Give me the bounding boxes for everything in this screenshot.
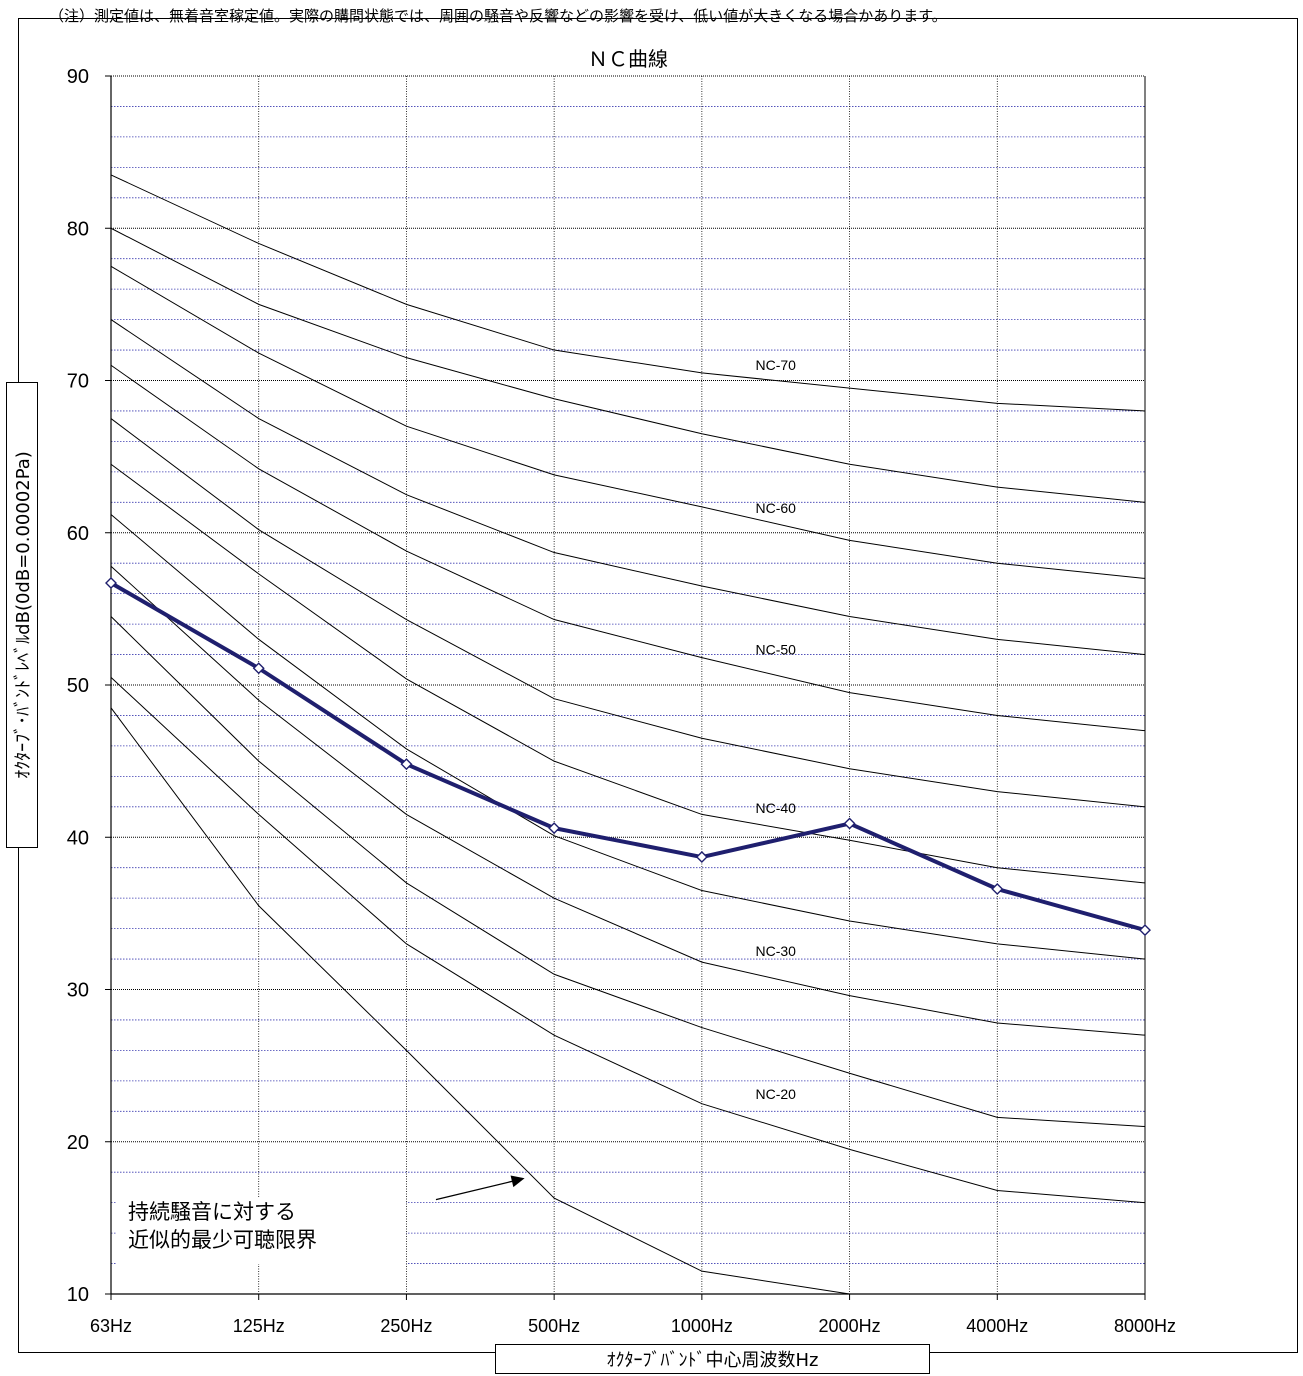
y-tick-label: 40: [67, 827, 89, 849]
curve-label: NC-40: [755, 800, 796, 816]
measured-point-marker: [400, 758, 413, 771]
top-note: （注）測定値は、無着音室稼定値。実際の購問状態では、周囲の騒音や反響などの影響を…: [49, 7, 947, 25]
annotation-arrow-head: [510, 1175, 525, 1188]
y-tick-label: 60: [67, 523, 89, 545]
nc-curve-nc-65: [110, 227, 1146, 503]
y-axis-label-box: ｵｸﾀｰﾌﾞ･ﾊﾞﾝﾄﾞﾚﾍﾞﾙdB(0dB=0.00002Pa): [6, 382, 38, 848]
x-axis-label: ｵｸﾀｰﾌﾞﾊﾞﾝﾄﾞ中心周波数Hz: [606, 1350, 819, 1371]
x-tick-label: 63Hz: [90, 1316, 132, 1336]
y-tick-label: 10: [67, 1284, 89, 1306]
y-axis-label: ｵｸﾀｰﾌﾞ･ﾊﾞﾝﾄﾞﾚﾍﾞﾙdB(0dB=0.00002Pa): [13, 451, 34, 779]
measured-point-marker: [843, 817, 856, 830]
threshold-annotation: 持続騒音に対する 近似的最少可聴限界: [116, 1198, 406, 1264]
curve-label: NC-70: [755, 357, 796, 373]
y-tick-label: 70: [67, 371, 89, 393]
chart-frame: （注）測定値は、無着音室稼定値。実際の購問状態では、周囲の騒音や反響などの影響を…: [18, 7, 1298, 1353]
y-tick-label: 50: [67, 675, 89, 697]
nc-curve-nc-30: [110, 565, 1146, 1036]
annotation-line-1: 持続騒音に対する: [128, 1200, 296, 1224]
x-tick-label: 4000Hz: [966, 1316, 1028, 1336]
curve-label: NC-60: [755, 500, 796, 516]
nc-curve-nc-20: [110, 677, 1146, 1204]
measured-point-marker: [252, 662, 265, 675]
nc-curve-nc-35: [110, 514, 1146, 960]
measured-point-marker: [548, 822, 561, 835]
measured-point-marker: [1139, 924, 1151, 937]
nc-curve-nc-70: [110, 174, 1146, 412]
x-tick-label: 1000Hz: [671, 1316, 733, 1336]
curve-label: NC-30: [755, 943, 796, 959]
x-tick-label: 8000Hz: [1114, 1316, 1176, 1336]
measured-series-line: [110, 581, 1146, 933]
nc-curve-nc-50: [110, 364, 1146, 732]
nc-curve-nc-60: [110, 265, 1146, 579]
curve-label: NC-50: [755, 642, 796, 658]
y-tick-label: 80: [67, 218, 89, 240]
nc-curve-nc-25: [110, 616, 1146, 1128]
measured-point-marker: [105, 577, 117, 589]
measured-point-marker: [991, 883, 1004, 896]
nc-curve-nc-45: [110, 418, 1146, 808]
y-tick-label: 30: [67, 980, 89, 1002]
x-tick-label: 250Hz: [380, 1316, 432, 1336]
y-tick-label: 20: [67, 1132, 89, 1154]
x-tick-label: 500Hz: [528, 1316, 580, 1336]
chart-title: ＮＣ曲線: [588, 47, 668, 71]
nc-curve-threshold: [110, 707, 850, 1295]
curve-label: NC-20: [755, 1086, 796, 1102]
x-tick-label: 125Hz: [233, 1316, 285, 1336]
y-tick-label: 90: [67, 66, 89, 88]
x-axis-label-box: ｵｸﾀｰﾌﾞﾊﾞﾝﾄﾞ中心周波数Hz: [495, 1344, 930, 1374]
annotation-line-2: 近似的最少可聴限界: [128, 1228, 317, 1252]
nc-curve-nc-40: [110, 463, 1146, 884]
annotation-arrow-line: [435, 1179, 517, 1201]
nc-curve-nc-55: [110, 319, 1146, 656]
measured-point-marker: [695, 851, 708, 864]
x-tick-label: 2000Hz: [819, 1316, 881, 1336]
